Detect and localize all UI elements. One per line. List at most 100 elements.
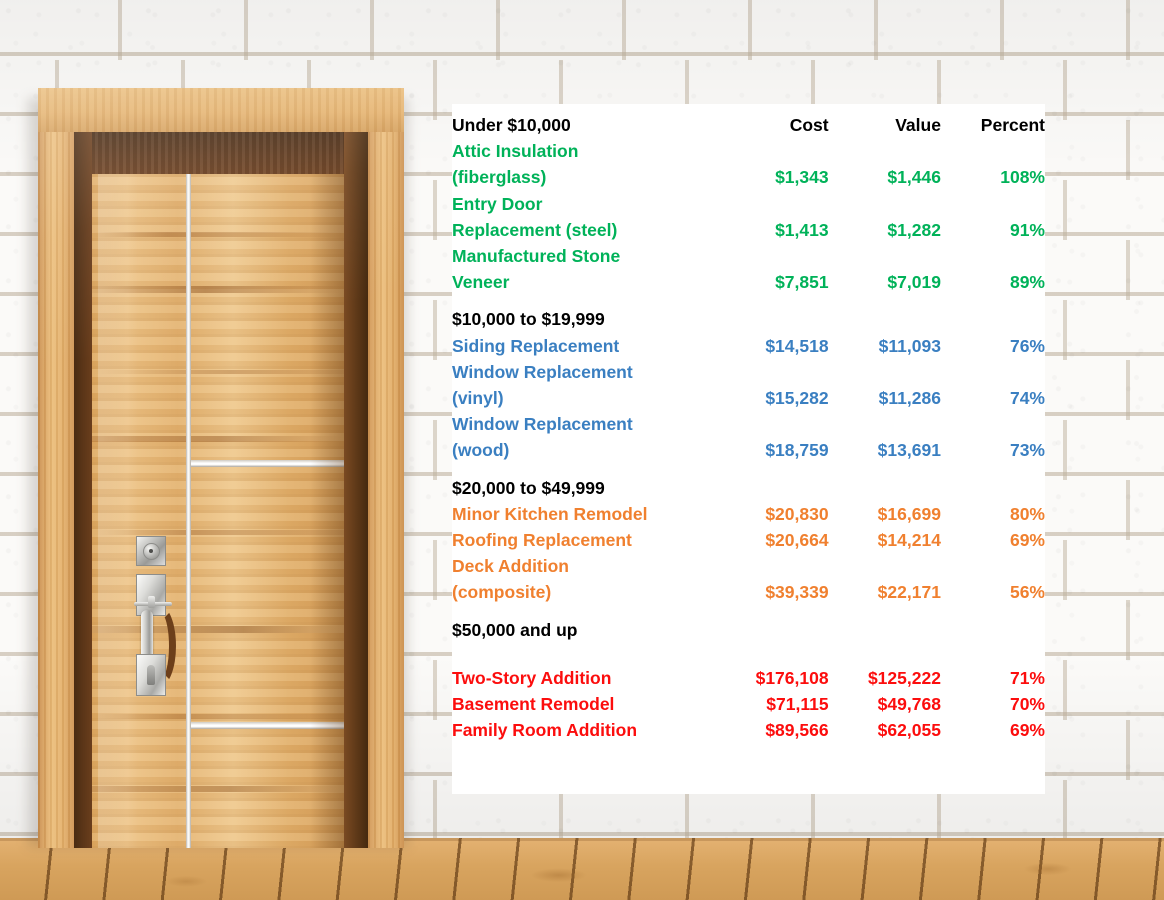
group-header-row: $10,000 to $19,999 — [452, 306, 1045, 332]
project-cost: $14,518 — [765, 335, 829, 356]
project-percent: 76% — [1009, 335, 1045, 356]
table-row: Window Replacement — [452, 359, 1045, 385]
project-value: $11,093 — [878, 335, 941, 356]
project-name-line1: Family Room Addition — [452, 720, 638, 741]
project-cost: $15,282 — [765, 388, 829, 409]
project-name-line1: Attic Insulation — [452, 141, 579, 162]
project-name-line2: (fiberglass) — [452, 167, 547, 188]
table-row: Window Replacement — [452, 411, 1045, 437]
row-spacer — [452, 464, 1045, 475]
table-row: Replacement (steel) $1,413 $1,282 91% — [452, 217, 1045, 243]
project-value: $16,699 — [877, 503, 941, 524]
project-cost: $18,759 — [765, 440, 829, 461]
project-name-line1: Manufactured Stone — [452, 246, 621, 267]
handle-base-plate — [136, 654, 166, 696]
table-row: (fiberglass) $1,343 $1,446 108% — [452, 164, 1045, 190]
group-header-row: $50,000 and up — [452, 617, 1045, 643]
project-value: $1,446 — [887, 167, 941, 188]
project-percent: 80% — [1009, 503, 1045, 524]
project-name-line1: Basement Remodel — [452, 694, 615, 715]
group-label-2: $10,000 to $19,999 — [452, 309, 605, 330]
table-row: Attic Insulation — [452, 138, 1045, 164]
cost-value-table: Under $10,000 Cost Value Percent Attic I… — [452, 112, 1045, 743]
project-cost: $39,339 — [765, 582, 829, 603]
project-cost: $7,851 — [775, 272, 829, 293]
door-reveal-right — [344, 132, 368, 848]
project-cost: $20,830 — [765, 503, 829, 524]
project-value: $22,171 — [877, 582, 941, 603]
table-row: Veneer $7,851 $7,019 89% — [452, 269, 1045, 295]
project-cost: $71,115 — [766, 694, 829, 715]
project-value: $49,768 — [877, 694, 941, 715]
group-header-row: $20,000 to $49,999 — [452, 475, 1045, 501]
door-header-beam — [38, 88, 404, 132]
table-row: Basement Remodel $71,115 $49,768 70% — [452, 691, 1045, 717]
column-header-value: Value — [895, 115, 941, 135]
horizontal-silver-inlay-upper — [191, 460, 344, 467]
project-value: $1,282 — [887, 219, 941, 240]
project-name-line1: Deck Addition — [452, 556, 569, 577]
door-reveal-left — [74, 132, 92, 848]
table-body: Under $10,000 Cost Value Percent Attic I… — [452, 112, 1045, 743]
project-cost: $1,413 — [775, 219, 829, 240]
table-row: Deck Addition — [452, 553, 1045, 579]
project-percent: 108% — [1000, 167, 1045, 188]
project-name-line1: Window Replacement — [452, 361, 633, 382]
project-value: $7,019 — [887, 272, 941, 293]
project-value: $11,286 — [878, 388, 941, 409]
column-header-cost: Cost — [789, 115, 829, 135]
group-label-1: Under $10,000 — [452, 115, 571, 135]
project-name-line1: Siding Replacement — [452, 335, 620, 356]
project-percent: 69% — [1009, 530, 1045, 551]
project-name-line2: (vinyl) — [452, 388, 504, 409]
project-name-line1: Two-Story Addition — [452, 667, 612, 688]
group-label-4: $50,000 and up — [452, 619, 578, 640]
row-spacer — [452, 606, 1045, 617]
project-percent: 70% — [1009, 694, 1045, 715]
row-spacer — [452, 295, 1045, 306]
project-name-line2: Replacement (steel) — [452, 219, 618, 240]
door-slab[interactable] — [92, 174, 344, 848]
horizontal-silver-inlay-lower — [191, 722, 344, 729]
table-row: Minor Kitchen Remodel $20,830 $16,699 80… — [452, 501, 1045, 527]
table-row: (composite) $39,339 $22,171 56% — [452, 579, 1045, 605]
table-header-row: Under $10,000 Cost Value Percent — [452, 112, 1045, 138]
project-percent: 74% — [1009, 388, 1045, 409]
project-name-line2: (wood) — [452, 440, 510, 461]
table-row: Two-Story Addition $176,108 $125,222 71% — [452, 665, 1045, 691]
project-percent: 71% — [1009, 667, 1045, 688]
wood-plank-floor — [0, 838, 1164, 900]
project-cost: $1,343 — [775, 167, 829, 188]
remodeling-cost-value-panel: Under $10,000 Cost Value Percent Attic I… — [452, 104, 1045, 794]
wooden-entry-door[interactable] — [38, 88, 404, 848]
project-name-line1: Window Replacement — [452, 414, 633, 435]
door-jamb-right — [368, 88, 404, 848]
project-percent: 91% — [1009, 219, 1045, 240]
table-row: (vinyl) $15,282 $11,286 74% — [452, 385, 1045, 411]
project-name-line1: Entry Door — [452, 193, 543, 214]
group-label-3: $20,000 to $49,999 — [452, 477, 605, 498]
project-cost: $176,108 — [755, 667, 829, 688]
project-percent: 73% — [1009, 440, 1045, 461]
table-row: Entry Door — [452, 191, 1045, 217]
table-row: Siding Replacement $14,518 $11,093 76% — [452, 333, 1045, 359]
vertical-silver-inlay — [186, 174, 191, 848]
table-row: Manufactured Stone — [452, 243, 1045, 269]
project-cost: $89,566 — [765, 720, 829, 741]
door-jamb-left — [38, 88, 74, 848]
project-percent: 89% — [1009, 272, 1045, 293]
project-value: $125,222 — [867, 667, 941, 688]
deadbolt-lock[interactable] — [136, 536, 166, 566]
door-handle-sweep — [150, 606, 176, 686]
project-name-line1: Roofing Replacement — [452, 530, 632, 551]
project-name-line2: Veneer — [452, 272, 510, 293]
keyhole-icon — [149, 549, 153, 553]
project-cost: $20,664 — [765, 530, 829, 551]
project-value: $62,055 — [877, 720, 941, 741]
project-name-line1: Minor Kitchen Remodel — [452, 503, 648, 524]
project-value: $14,214 — [877, 530, 941, 551]
project-value: $13,691 — [877, 440, 941, 461]
project-percent: 69% — [1009, 720, 1045, 741]
thumb-latch-press[interactable] — [148, 596, 155, 608]
